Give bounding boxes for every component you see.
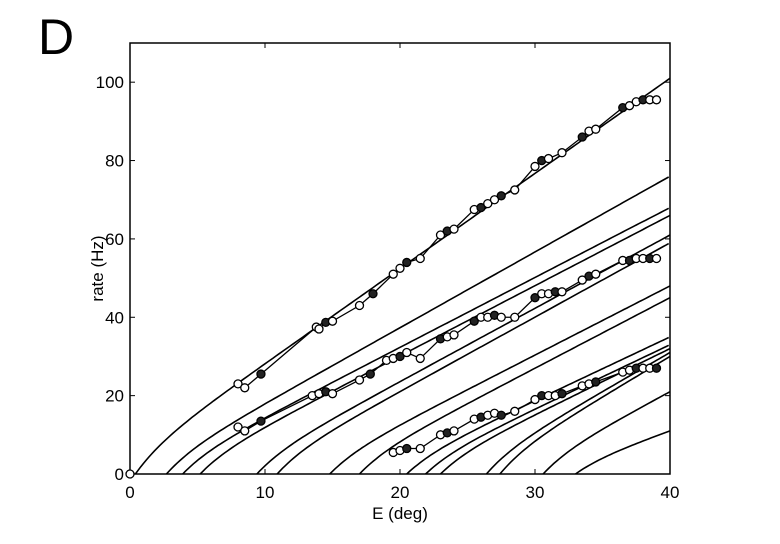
y-tick-label: 80 bbox=[105, 152, 124, 171]
data-point-top bbox=[543, 153, 554, 164]
data-point-middle bbox=[530, 293, 540, 303]
data-point-middle bbox=[256, 416, 266, 426]
data-point-middle bbox=[510, 312, 520, 322]
model-curve bbox=[256, 234, 670, 474]
data-point-top bbox=[476, 202, 486, 213]
x-tick-label: 30 bbox=[526, 483, 545, 502]
data-point-top bbox=[577, 132, 587, 142]
model-curve bbox=[425, 344, 670, 474]
data-point-top bbox=[483, 198, 493, 209]
data-point-middle bbox=[327, 389, 338, 399]
data-point-top bbox=[256, 369, 266, 379]
data-point-bottom bbox=[591, 377, 601, 387]
data-point-middle bbox=[365, 369, 375, 379]
data-point-bottom bbox=[415, 443, 425, 454]
data-point-bottom bbox=[530, 394, 540, 405]
data-point-top bbox=[651, 95, 662, 105]
data-point-top bbox=[624, 101, 635, 111]
data-point-middle bbox=[496, 312, 506, 322]
y-axis-label: rate (Hz) bbox=[88, 235, 107, 301]
data-point-middle bbox=[415, 353, 425, 364]
model-curve bbox=[199, 214, 670, 474]
data-point-middle bbox=[395, 351, 405, 362]
data-point-bottom bbox=[449, 426, 459, 436]
data-point-middle bbox=[651, 253, 662, 264]
data-point-top bbox=[530, 161, 540, 172]
data-point-top bbox=[354, 300, 365, 311]
x-tick-label: 0 bbox=[125, 483, 134, 502]
data-point-bottom bbox=[402, 443, 412, 454]
y-tick-label: 20 bbox=[105, 387, 124, 406]
model-curve bbox=[499, 355, 670, 474]
data-point-middle bbox=[469, 316, 479, 326]
model-curve bbox=[276, 242, 670, 474]
data-point-middle bbox=[402, 347, 412, 358]
data-point-top bbox=[510, 185, 520, 195]
data-point-top bbox=[388, 269, 398, 279]
data-point-origin bbox=[125, 469, 135, 479]
data-point-top bbox=[314, 324, 324, 334]
data-point-middle bbox=[240, 426, 250, 436]
plot-area bbox=[134, 77, 670, 474]
data-point-top bbox=[402, 257, 412, 268]
data-point-top bbox=[327, 316, 338, 326]
data-point-bottom bbox=[651, 363, 662, 373]
x-axis-label: E (deg) bbox=[372, 504, 428, 523]
y-tick-label: 60 bbox=[105, 230, 124, 249]
data-point-top bbox=[449, 224, 459, 234]
x-tick-label: 40 bbox=[661, 483, 680, 502]
data-line-top bbox=[237, 99, 657, 389]
model-curve bbox=[542, 391, 670, 474]
model-curve bbox=[329, 285, 670, 474]
model-curve bbox=[358, 296, 670, 474]
data-point-top bbox=[557, 148, 567, 158]
data-point-top bbox=[591, 124, 601, 134]
data-point-top bbox=[233, 379, 243, 389]
y-tick-label: 0 bbox=[115, 465, 124, 484]
model-curve bbox=[575, 430, 670, 474]
data-point-bottom bbox=[496, 410, 506, 420]
model-curve bbox=[406, 336, 670, 474]
data-point-top bbox=[415, 253, 425, 264]
data-point-top bbox=[489, 195, 500, 205]
y-tick-label: 40 bbox=[105, 308, 124, 327]
data-point-top bbox=[395, 263, 405, 273]
model-curve bbox=[165, 176, 670, 474]
data-point-top bbox=[435, 230, 446, 240]
y-tick-label: 100 bbox=[96, 73, 124, 92]
data-point-middle bbox=[577, 275, 587, 285]
data-point-top bbox=[496, 191, 506, 201]
panel-label: D bbox=[38, 9, 75, 65]
x-tick-label: 20 bbox=[391, 483, 410, 502]
data-point-top bbox=[240, 383, 250, 393]
data-point-top bbox=[368, 289, 378, 299]
data-point-bottom bbox=[510, 406, 520, 416]
x-tick-label: 10 bbox=[256, 483, 275, 502]
data-point-middle bbox=[591, 269, 601, 279]
data-point-middle bbox=[557, 287, 567, 297]
data-point-bottom bbox=[557, 389, 567, 399]
data-point-middle bbox=[354, 375, 365, 385]
data-point-middle bbox=[449, 330, 459, 340]
data-point-middle bbox=[233, 422, 243, 432]
